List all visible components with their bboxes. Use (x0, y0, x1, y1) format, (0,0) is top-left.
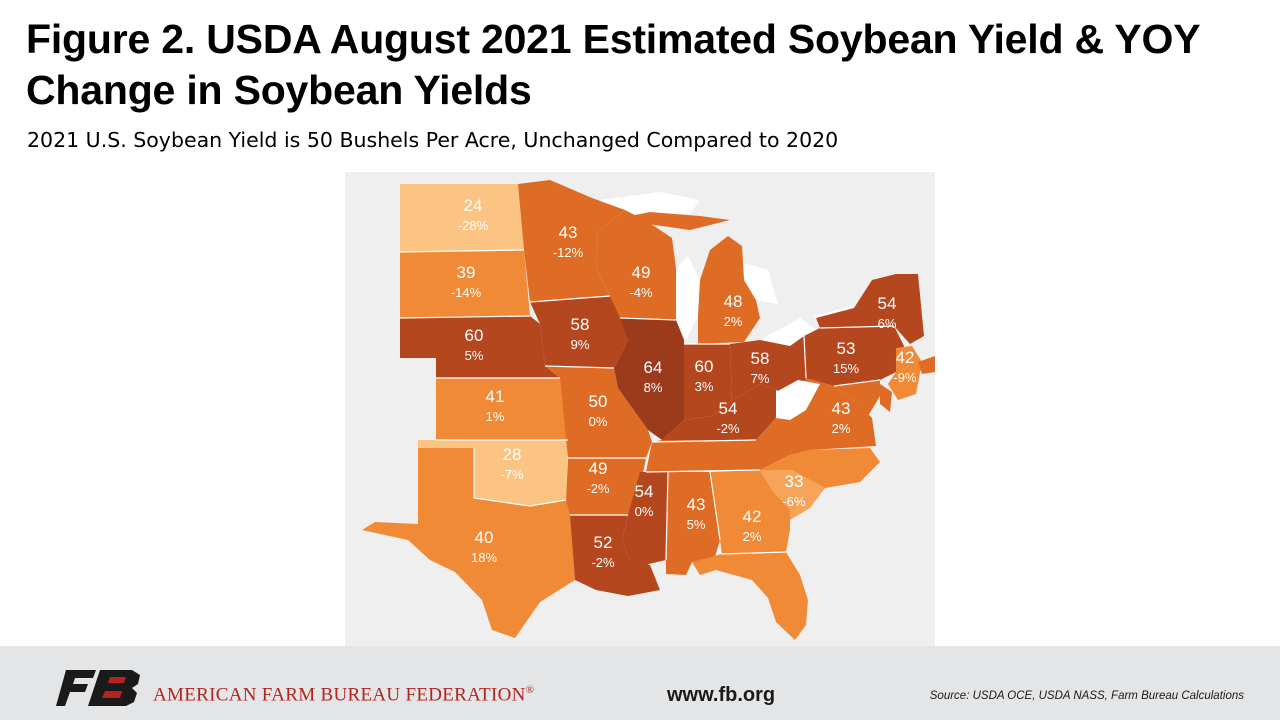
state-VA (756, 378, 876, 455)
change-label-SD: -14% (451, 285, 482, 300)
yield-label-MS: 54 (635, 482, 654, 501)
yield-label-PA: 53 (837, 339, 856, 358)
state-IA (530, 296, 628, 368)
state-WV (776, 380, 820, 420)
state-MI (698, 236, 760, 344)
yield-label-MO: 50 (589, 392, 608, 411)
yield-label-KS: 41 (486, 387, 505, 406)
source-note: Source: USDA OCE, USDA NASS, Farm Bureau… (929, 690, 1244, 702)
state-SD (400, 250, 530, 318)
map-svg: 24 -28% 39 -14% 60 5% 41 1% 28 -7% 40 18% 43 -12% 58 9%… (345, 172, 935, 646)
change-label-IA: 9% (571, 337, 590, 352)
state-NJ (888, 346, 922, 400)
yield-label-GA: 42 (743, 507, 762, 526)
yield-label-MI: 48 (724, 292, 743, 311)
change-label-OK: -7% (500, 467, 524, 482)
state-IL (614, 318, 684, 440)
change-label-NJ: -9% (893, 370, 917, 385)
yield-label-NY: 54 (878, 294, 897, 313)
state-SC (760, 470, 825, 520)
state-IN (684, 344, 732, 420)
change-label-GA: 2% (743, 529, 762, 544)
change-label-SC: -6% (782, 494, 806, 509)
state-WI (596, 210, 676, 320)
change-label-IL: 8% (644, 380, 663, 395)
state-borders (399, 249, 895, 561)
yield-label-NJ: 42 (896, 348, 915, 367)
yield-label-ND: 24 (464, 196, 483, 215)
state-NY (816, 274, 924, 344)
state-FL (692, 552, 808, 640)
organization-name: AMERICAN FARM BUREAU FEDERATION® (153, 684, 535, 706)
state-AL (666, 472, 720, 575)
state-LA (570, 515, 660, 596)
fb-logo-icon (56, 670, 140, 706)
lake-huron (738, 262, 778, 304)
state-MN (518, 180, 625, 302)
state-OH (730, 336, 806, 400)
yield-label-LA: 52 (594, 533, 613, 552)
state-KS (436, 378, 568, 440)
soybean-yield-map: 24 -28% 39 -14% 60 5% 41 1% 28 -7% 40 18% 43 -12% 58 9%… (345, 172, 935, 646)
page-title: Figure 2. USDA August 2021 Estimated Soy… (26, 16, 1200, 113)
state-AR (566, 458, 646, 515)
change-label-AL: 5% (687, 517, 706, 532)
page-subtitle: 2021 U.S. Soybean Yield is 50 Bushels Pe… (27, 128, 839, 152)
yield-label-VA: 43 (832, 399, 851, 418)
website-link[interactable]: www.fb.org (667, 684, 776, 706)
change-label-NY: 6% (878, 316, 897, 331)
change-label-KS: 1% (486, 409, 505, 424)
state-NC (760, 448, 880, 488)
change-label-MI: 2% (724, 314, 743, 329)
yield-label-IN: 60 (695, 357, 714, 376)
state-MO (545, 366, 652, 458)
lake-erie (760, 318, 816, 346)
change-label-PA: 15% (833, 361, 859, 376)
yield-label-SC: 33 (785, 472, 804, 491)
change-label-MN: -12% (553, 245, 584, 260)
state-NE-corner (918, 356, 935, 374)
yield-label-AL: 43 (687, 495, 706, 514)
state-ND (400, 184, 524, 252)
state-MD (834, 380, 880, 416)
state-DE (880, 384, 892, 412)
yield-label-MN: 43 (559, 223, 578, 242)
change-label-WI: -4% (629, 285, 653, 300)
yield-label-KY: 54 (719, 399, 738, 418)
change-label-OH: 7% (751, 371, 770, 386)
change-label-AR: -2% (586, 481, 610, 496)
state-PA (804, 326, 904, 386)
change-label-MO: 0% (589, 414, 608, 429)
state-NE (400, 316, 560, 378)
yield-label-SD: 39 (457, 263, 476, 282)
state-OK (418, 440, 568, 506)
state-KY (662, 384, 776, 440)
yield-label-TX: 40 (475, 528, 494, 547)
change-label-ND: -28% (458, 218, 489, 233)
lake-michigan (676, 256, 700, 340)
yield-label-IL: 64 (644, 358, 663, 377)
lake-superior (600, 192, 700, 214)
yield-label-WI: 49 (632, 263, 651, 282)
change-label-TX: 18% (471, 550, 497, 565)
change-label-MS: 0% (635, 504, 654, 519)
change-label-VA: 2% (832, 421, 851, 436)
change-label-LA: -2% (591, 555, 615, 570)
yield-label-IA: 58 (571, 315, 590, 334)
state-TX (362, 448, 575, 638)
yield-label-AR: 49 (589, 459, 608, 478)
state-GA (710, 470, 790, 554)
change-label-KY: -2% (716, 421, 740, 436)
state-MS (622, 472, 668, 566)
footer: AMERICAN FARM BUREAU FEDERATION® www.fb.… (0, 646, 1280, 720)
yield-label-OK: 28 (503, 445, 522, 464)
yield-label-OH: 58 (751, 349, 770, 368)
change-label-IN: 3% (695, 379, 714, 394)
change-label-NE: 5% (465, 348, 484, 363)
state-MI-up (620, 212, 730, 230)
state-labels: 24 -28% 39 -14% 60 5% 41 1% 28 -7% 40 18% 43 -12% 58 9%… (451, 196, 917, 570)
yield-label-NE: 60 (465, 326, 484, 345)
